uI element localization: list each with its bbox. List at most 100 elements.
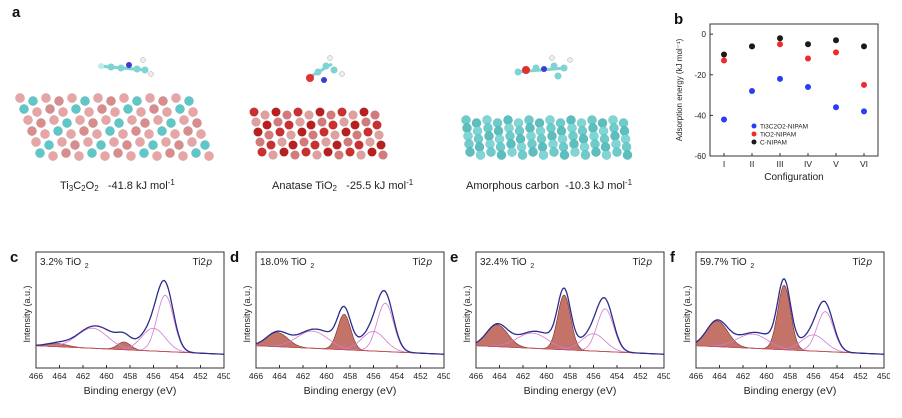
atom: [330, 130, 340, 140]
atom: [548, 139, 558, 149]
y-tick-label: -60: [694, 152, 706, 161]
atom: [618, 118, 629, 128]
atom: [106, 96, 116, 106]
y-axis-label: Adsorption energy (kJ mol⁻¹): [675, 38, 684, 141]
legend-label: Ti3C2O2-NIPAM: [760, 124, 808, 131]
x-tick-label: 462: [516, 371, 530, 381]
atom: [367, 147, 377, 157]
atom: [310, 140, 320, 150]
x-tick-label: 454: [170, 371, 184, 381]
x-tick-label: 456: [806, 371, 820, 381]
x-tick-label: 466: [249, 371, 263, 381]
envelope-line: [695, 277, 885, 355]
atom: [535, 126, 546, 136]
atom: [84, 107, 94, 117]
core-level-label: Ti2: [412, 257, 426, 268]
atom: [332, 140, 342, 150]
atom: [494, 134, 505, 144]
atom: [132, 96, 142, 106]
x-tick-label: 450: [437, 371, 450, 381]
atom: [556, 126, 567, 136]
panel-label: c: [10, 249, 18, 266]
atom: [526, 131, 536, 141]
atom: [570, 147, 580, 157]
x-tick-label: 458: [563, 371, 577, 381]
atom: [374, 130, 384, 140]
x-tick-label: 456: [586, 371, 600, 381]
core-level-orbital: p: [425, 257, 432, 268]
atom: [549, 147, 559, 157]
atom: [547, 131, 557, 141]
atom: [87, 148, 97, 158]
anatase-tio2-caption: Anatase TiO2 -25.5 kJ mol-1: [272, 178, 414, 193]
atom: [505, 131, 515, 141]
sample-label: 3.2% TiO: [40, 257, 81, 268]
atom: [555, 118, 566, 128]
atom: [534, 118, 545, 128]
atom: [600, 142, 611, 152]
atom: [504, 123, 514, 133]
atom: [123, 104, 133, 114]
atom: [503, 115, 513, 125]
x-tick-label: 458: [123, 371, 137, 381]
atom: [196, 129, 206, 139]
x-tick-label: 452: [413, 371, 427, 381]
atom: [41, 93, 51, 103]
amorphous-carbon-structure-image: [461, 55, 633, 160]
data-point: [833, 104, 839, 111]
atom: [323, 147, 333, 157]
legend-marker: [751, 131, 757, 137]
panel-label: f: [670, 249, 676, 266]
atom: [559, 150, 570, 160]
atom: [370, 110, 380, 120]
atom: [619, 126, 630, 136]
atom: [157, 126, 167, 136]
atom: [620, 134, 631, 144]
atom: [341, 127, 351, 137]
x-tick-label: 462: [736, 371, 750, 381]
x-axis-label: Binding energy (eV): [84, 385, 177, 397]
atom: [61, 148, 71, 158]
x-tick-label: 466: [29, 371, 43, 381]
data-point: [861, 81, 867, 88]
core-level-label: Ti2: [192, 257, 206, 268]
atom: [97, 104, 107, 114]
atom: [249, 107, 259, 117]
atom: [44, 140, 54, 150]
atom: [579, 142, 590, 152]
panel-label-a: a: [12, 4, 21, 21]
atom: [365, 137, 375, 147]
atom: [568, 131, 578, 141]
data-point: [805, 55, 811, 62]
envelope-line: [475, 287, 665, 355]
atom: [482, 115, 492, 125]
atom: [183, 126, 193, 136]
x-tick-label: VI: [860, 159, 868, 169]
atom: [464, 139, 474, 149]
atom: [53, 126, 63, 136]
atom: [268, 150, 278, 160]
envelope-line: [255, 289, 445, 355]
atom: [473, 134, 484, 144]
atom: [271, 107, 281, 117]
y-axis-label: Intensity (a.u.): [682, 285, 692, 342]
atom: [295, 117, 305, 127]
atom: [79, 126, 89, 136]
data-point: [777, 41, 783, 48]
atom: [15, 93, 25, 103]
atom: [359, 107, 369, 117]
atom: [27, 126, 37, 136]
atom: [472, 126, 483, 136]
x-tick-label: III: [776, 159, 783, 169]
atom: [558, 142, 569, 152]
atom: [175, 104, 185, 114]
atom: [105, 126, 115, 136]
data-point: [777, 75, 783, 82]
atom: [127, 115, 137, 125]
sample-label-subscript: 2: [310, 263, 314, 270]
panel-label: e: [450, 249, 458, 266]
x-tick-label: 460: [539, 371, 553, 381]
atom: [140, 118, 150, 128]
atom: [513, 118, 524, 128]
atom: [148, 140, 158, 150]
